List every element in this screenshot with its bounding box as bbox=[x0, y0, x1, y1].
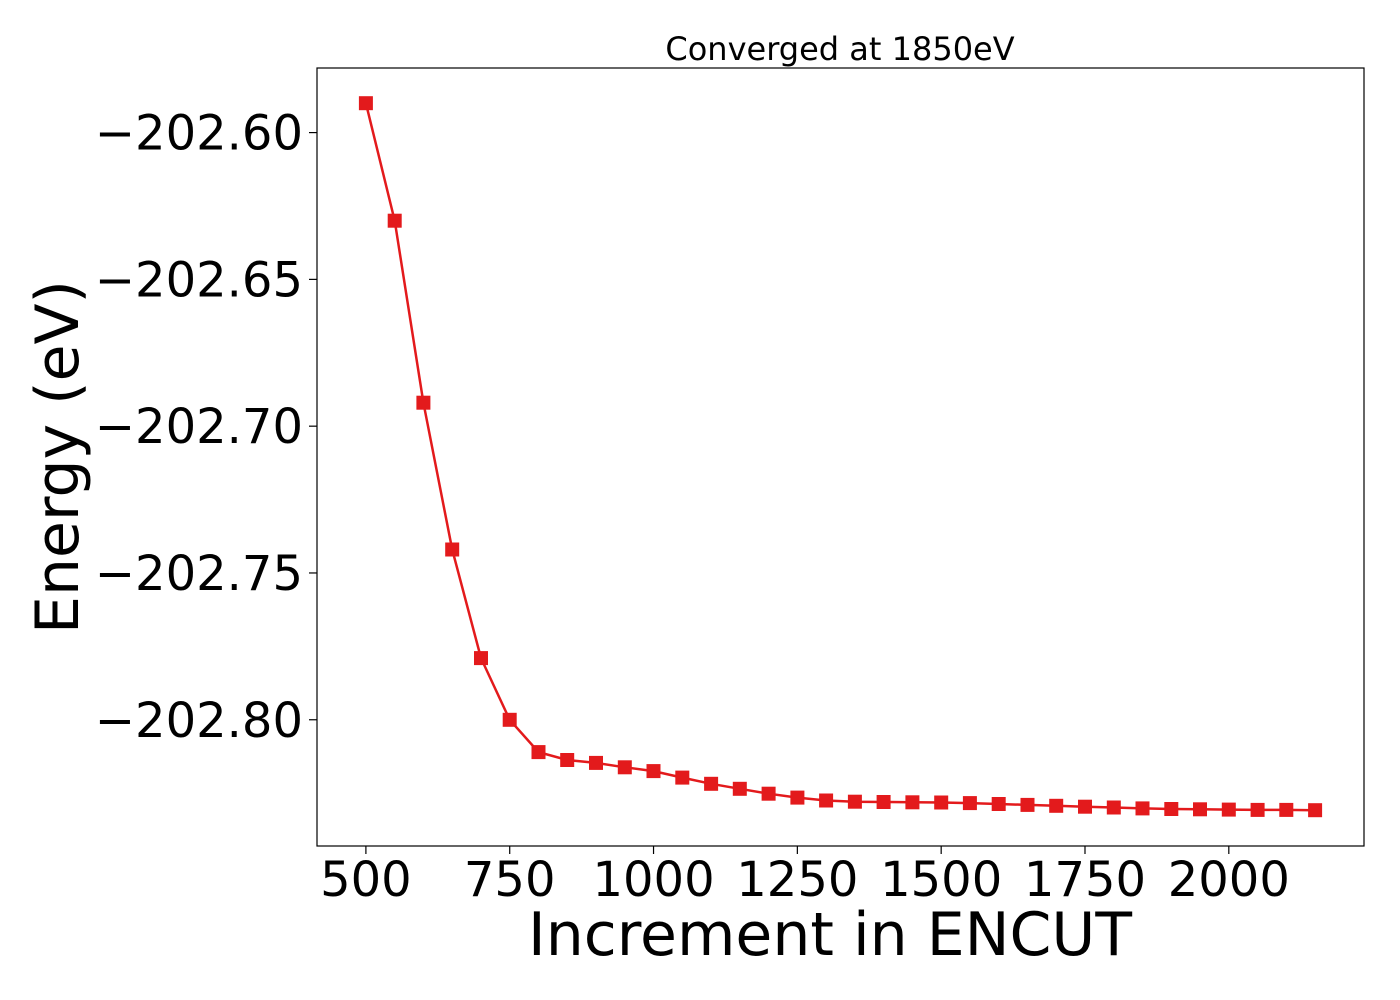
data-point-marker bbox=[1279, 802, 1294, 817]
data-point-marker bbox=[1135, 801, 1150, 816]
x-tick-label: 500 bbox=[320, 852, 412, 908]
data-point-marker bbox=[934, 795, 949, 810]
data-point-marker bbox=[704, 776, 719, 791]
data-point-marker bbox=[531, 745, 546, 760]
data-point-marker bbox=[847, 794, 862, 809]
x-tick-label: 1250 bbox=[736, 852, 858, 908]
x-tick-label: 1750 bbox=[1024, 852, 1146, 908]
data-point-marker bbox=[416, 395, 431, 410]
data-point-marker bbox=[876, 795, 891, 809]
series-line bbox=[364, 102, 1316, 812]
data-point-marker bbox=[790, 790, 805, 805]
x-tick-label: 1500 bbox=[880, 852, 1002, 908]
data-point-marker bbox=[1250, 802, 1265, 817]
data-point-marker bbox=[387, 213, 402, 228]
y-axis-label: Energy (eV) bbox=[23, 280, 93, 634]
chart-title: Converged at 1850eV bbox=[665, 30, 1014, 68]
data-point-marker bbox=[675, 770, 690, 785]
data-point-marker bbox=[991, 797, 1006, 811]
data-point-marker bbox=[962, 796, 977, 811]
data-point-marker bbox=[589, 755, 603, 770]
data-series bbox=[358, 96, 1323, 818]
data-point-marker bbox=[1106, 800, 1121, 815]
plot-frame bbox=[316, 67, 1365, 847]
y-tick-label: −202.75 bbox=[95, 546, 303, 602]
y-tick-label: −202.60 bbox=[95, 106, 303, 162]
data-point-marker bbox=[1020, 797, 1035, 812]
data-point-marker bbox=[646, 764, 661, 779]
data-point-marker bbox=[819, 793, 834, 808]
data-point-marker bbox=[905, 795, 920, 810]
data-point-marker bbox=[358, 96, 373, 111]
x-tick-label: 2000 bbox=[1168, 852, 1290, 908]
data-point-marker bbox=[1221, 802, 1236, 817]
y-tick-label: −202.70 bbox=[95, 399, 303, 455]
data-point-marker bbox=[617, 760, 632, 775]
data-point-marker bbox=[502, 712, 517, 727]
axis-ticks: 500 750 1000 1250 1500 1750 2000 −202.60 −202.65… bbox=[95, 106, 1290, 908]
data-point-marker bbox=[732, 781, 747, 796]
x-tick-label: 750 bbox=[464, 852, 556, 908]
data-point-marker bbox=[1164, 802, 1179, 816]
y-tick-label: −202.65 bbox=[95, 252, 303, 308]
x-tick-label: 1000 bbox=[592, 852, 714, 908]
y-tick-label: −202.80 bbox=[95, 693, 303, 749]
data-point-marker bbox=[445, 542, 460, 557]
data-point-marker bbox=[560, 753, 575, 767]
data-point-marker bbox=[761, 786, 776, 801]
data-point-marker bbox=[1049, 798, 1064, 813]
data-point-marker bbox=[1078, 799, 1092, 814]
data-point-marker bbox=[474, 651, 488, 666]
data-point-marker bbox=[1308, 803, 1323, 818]
x-axis-label: Increment in ENCUT bbox=[528, 900, 1132, 970]
data-point-marker bbox=[1193, 802, 1207, 817]
